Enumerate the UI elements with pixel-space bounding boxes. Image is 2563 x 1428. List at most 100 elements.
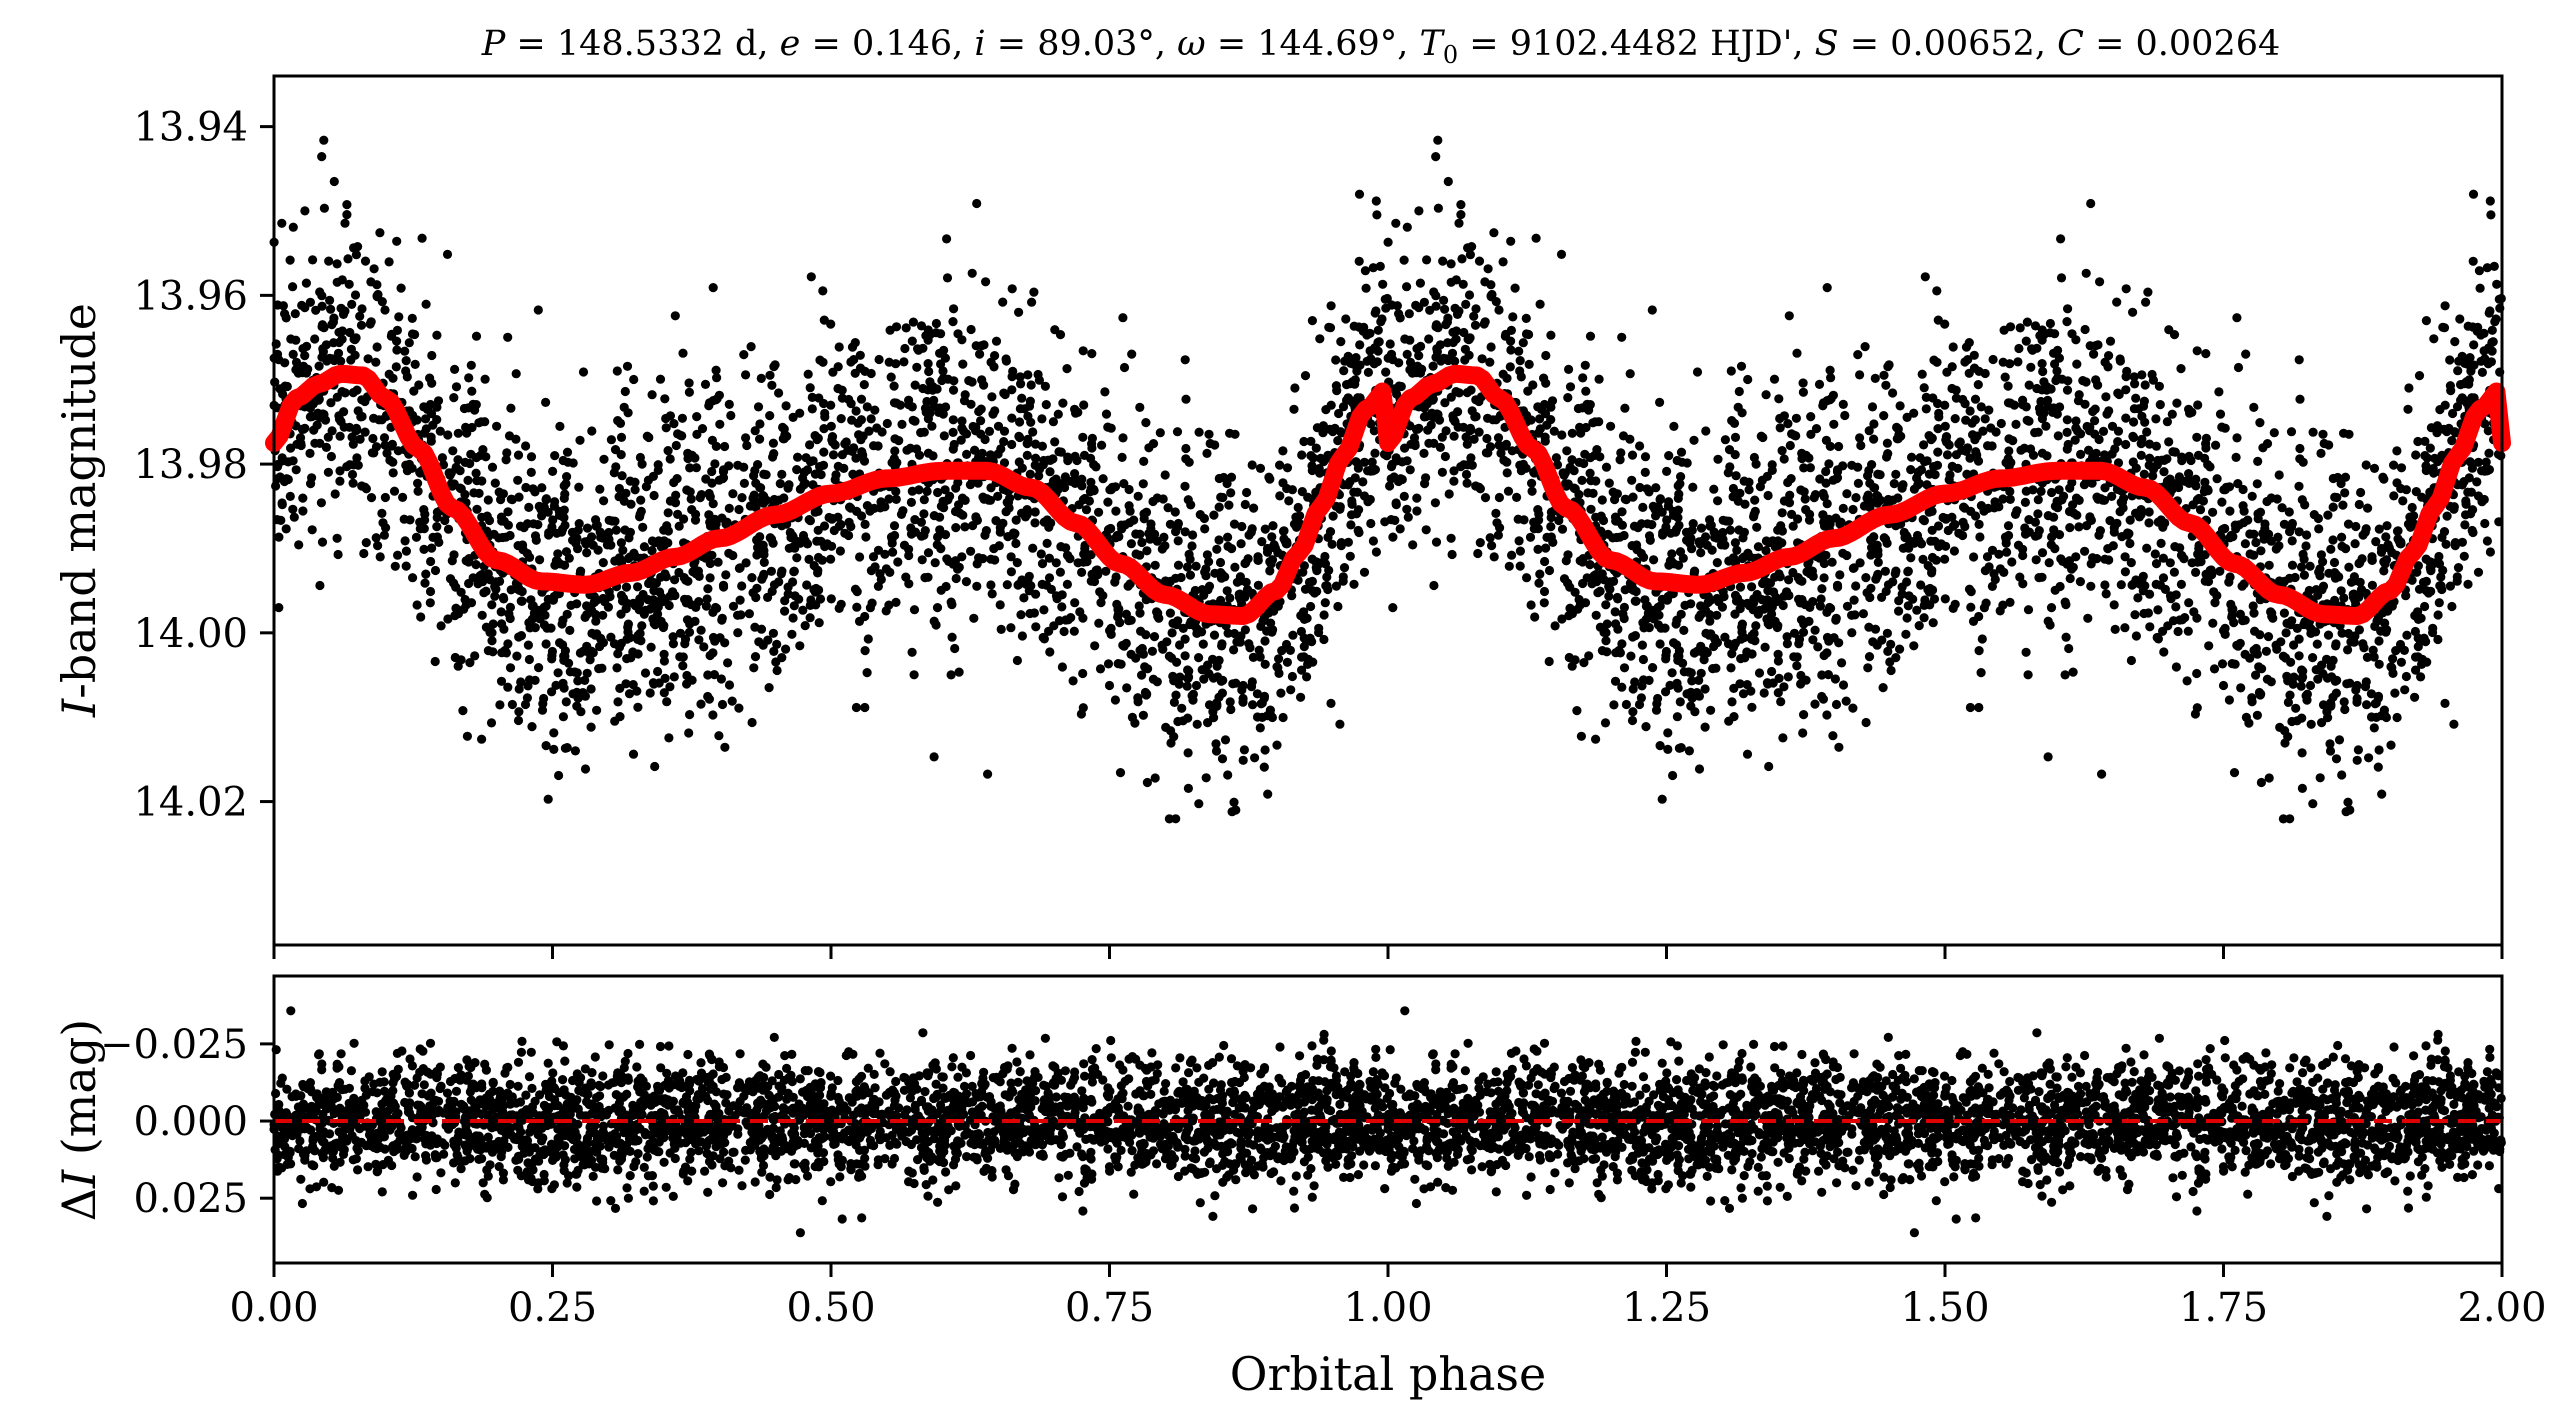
data-point [873, 581, 884, 592]
data-point [339, 407, 349, 417]
data-point [281, 313, 291, 323]
data-point [1756, 431, 1766, 441]
data-point [1167, 628, 1177, 638]
data-point [724, 399, 734, 409]
data-point [1195, 509, 1205, 520]
data-point [393, 550, 403, 560]
data-point [1544, 656, 1554, 667]
data-point [659, 656, 670, 666]
data-point [1100, 387, 1110, 397]
data-point [296, 438, 306, 448]
title-omega-symbol: ω [1177, 24, 1206, 64]
data-point [908, 317, 919, 327]
data-point [1747, 702, 1757, 712]
data-point [2360, 527, 2370, 537]
data-point [1594, 374, 1604, 384]
data-point [629, 374, 639, 385]
data-point [515, 521, 526, 531]
chart-title: P = 148.5332 d, e = 0.146, i = 89.03°, ω… [481, 24, 2281, 69]
data-point [734, 563, 745, 574]
data-point [1007, 372, 1017, 382]
data-point [2264, 560, 2274, 570]
data-point [1290, 383, 1300, 393]
data-point [1829, 419, 1839, 429]
data-point [547, 651, 557, 661]
data-point [496, 495, 506, 505]
data-point [302, 341, 312, 351]
data-point [2056, 273, 2067, 283]
data-point [826, 594, 836, 604]
data-point [427, 350, 437, 361]
data-point [860, 519, 870, 530]
data-point [580, 612, 590, 623]
data-point [682, 615, 693, 625]
data-point [526, 467, 536, 477]
data-point [2030, 428, 2040, 438]
data-point [819, 424, 829, 434]
data-point [1087, 349, 1097, 359]
data-point [1447, 549, 1457, 560]
data-point [1096, 598, 1106, 608]
data-point [512, 584, 522, 594]
data-point [751, 502, 761, 512]
data-point [1402, 456, 1412, 466]
data-point [737, 493, 747, 503]
data-point [2050, 585, 2060, 595]
data-point [450, 364, 460, 374]
data-point [949, 376, 959, 386]
data-point [622, 598, 633, 609]
data-point [710, 459, 720, 469]
data-point [1814, 379, 1825, 389]
data-point [1550, 621, 1560, 631]
data-point [1908, 594, 1918, 604]
data-point [527, 722, 537, 732]
data-point [1303, 654, 1313, 665]
data-point [1105, 524, 1115, 534]
data-point [1491, 508, 1501, 518]
data-point [1052, 594, 1062, 604]
data-point [893, 557, 903, 567]
data-point [1617, 332, 1627, 342]
data-point [900, 343, 910, 354]
data-point [1077, 481, 1087, 491]
data-point [1405, 465, 1415, 475]
data-point [1247, 677, 1257, 687]
title-p-value: = 148.5332 d, [505, 24, 779, 64]
data-point [1505, 362, 1515, 372]
data-point [1323, 584, 1333, 595]
data-point [1173, 560, 1184, 570]
data-point [2369, 723, 2379, 733]
data-point [1480, 493, 1491, 503]
data-point [702, 594, 712, 604]
data-point [948, 444, 958, 454]
data-point [1391, 218, 1401, 228]
data-point [999, 458, 1010, 468]
data-point [2352, 697, 2362, 707]
data-point [1562, 446, 1572, 456]
data-point [1354, 527, 1364, 538]
data-point [2232, 433, 2242, 443]
data-point [1044, 553, 1054, 563]
data-point [539, 502, 549, 512]
data-point [2110, 444, 2120, 454]
data-point [585, 655, 595, 665]
data-point [711, 441, 721, 451]
data-point [1774, 394, 1784, 404]
data-point [2396, 539, 2406, 549]
data-point [1870, 624, 1881, 634]
data-point [927, 421, 937, 431]
data-point [624, 689, 635, 699]
data-point [1265, 474, 1275, 484]
data-point [1388, 355, 1398, 365]
data-point [2274, 470, 2284, 480]
data-point [1638, 502, 1648, 512]
data-point [1684, 746, 1694, 756]
data-point [1135, 645, 1145, 656]
data-point [947, 632, 957, 642]
data-point [1209, 510, 1219, 520]
data-point [931, 318, 942, 329]
data-point [1345, 551, 1355, 561]
data-point [891, 597, 901, 608]
data-point [1147, 646, 1157, 656]
